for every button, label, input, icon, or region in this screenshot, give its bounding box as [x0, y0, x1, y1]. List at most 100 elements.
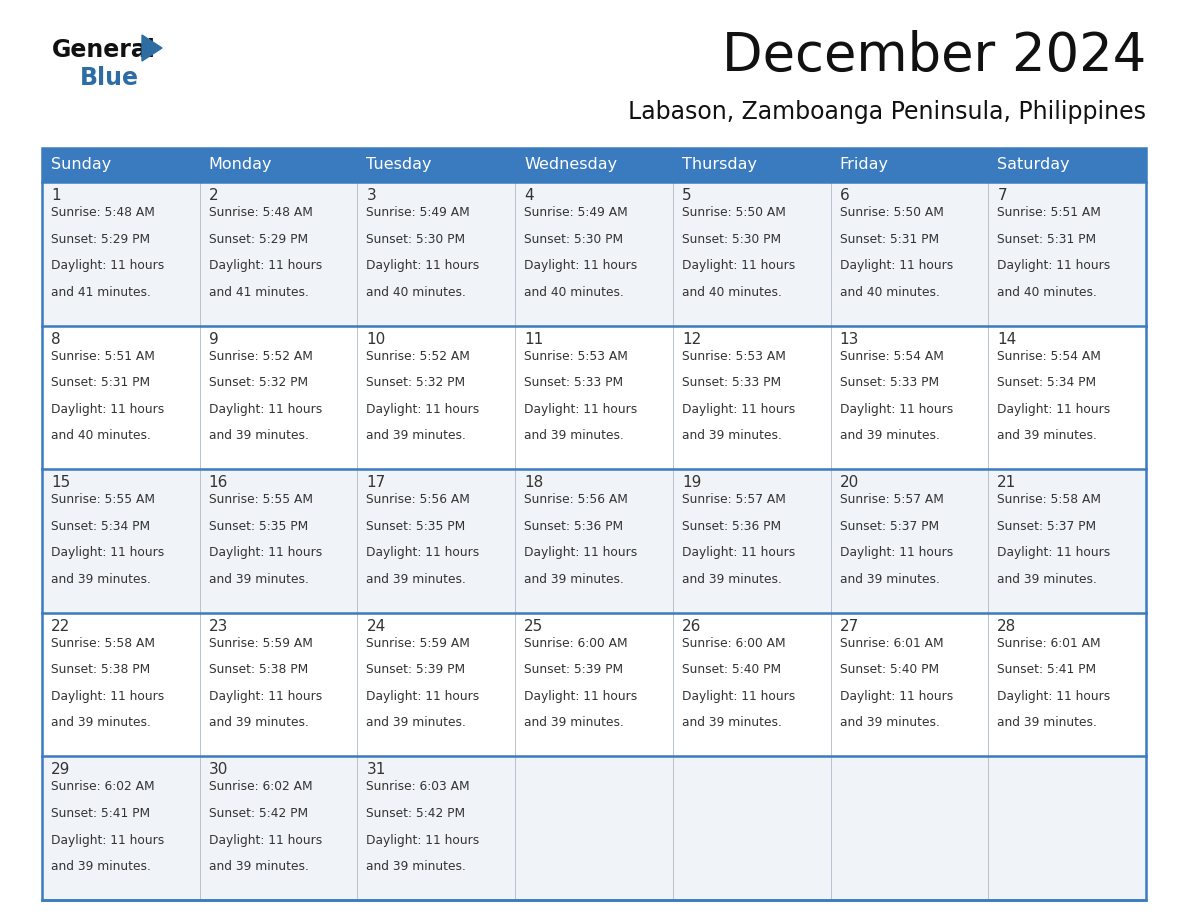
- Text: Daylight: 11 hours: Daylight: 11 hours: [366, 834, 480, 846]
- Bar: [988, 756, 1146, 900]
- Text: Daylight: 11 hours: Daylight: 11 hours: [682, 546, 795, 559]
- Text: Monday: Monday: [209, 158, 272, 173]
- Text: Blue: Blue: [80, 66, 139, 90]
- Text: 20: 20: [840, 476, 859, 490]
- Text: Daylight: 11 hours: Daylight: 11 hours: [366, 403, 480, 416]
- Text: Sunset: 5:31 PM: Sunset: 5:31 PM: [997, 232, 1097, 246]
- Bar: [358, 148, 516, 182]
- Text: Tuesday: Tuesday: [366, 158, 432, 173]
- Bar: [830, 326, 988, 469]
- Text: Sunrise: 5:56 AM: Sunrise: 5:56 AM: [366, 493, 470, 506]
- Bar: [200, 326, 358, 469]
- Text: Daylight: 11 hours: Daylight: 11 hours: [366, 546, 480, 559]
- Text: and 39 minutes.: and 39 minutes.: [209, 573, 309, 586]
- Text: 29: 29: [51, 763, 70, 778]
- Text: Thursday: Thursday: [682, 158, 757, 173]
- Text: 18: 18: [524, 476, 543, 490]
- Text: Daylight: 11 hours: Daylight: 11 hours: [209, 259, 322, 272]
- Text: and 39 minutes.: and 39 minutes.: [366, 573, 467, 586]
- Text: Daylight: 11 hours: Daylight: 11 hours: [366, 690, 480, 703]
- Text: Sunset: 5:41 PM: Sunset: 5:41 PM: [997, 664, 1097, 677]
- Bar: [516, 613, 672, 756]
- Bar: [988, 148, 1146, 182]
- Text: Sunset: 5:31 PM: Sunset: 5:31 PM: [840, 232, 939, 246]
- Text: 14: 14: [997, 331, 1017, 347]
- Text: 7: 7: [997, 188, 1007, 203]
- Text: 3: 3: [366, 188, 377, 203]
- Text: Sunrise: 6:01 AM: Sunrise: 6:01 AM: [997, 637, 1101, 650]
- Text: Sunrise: 5:54 AM: Sunrise: 5:54 AM: [997, 350, 1101, 363]
- Text: Daylight: 11 hours: Daylight: 11 hours: [51, 259, 164, 272]
- Bar: [988, 182, 1146, 326]
- Text: and 40 minutes.: and 40 minutes.: [51, 430, 151, 442]
- Text: Sunrise: 5:59 AM: Sunrise: 5:59 AM: [209, 637, 312, 650]
- Text: Sunrise: 5:51 AM: Sunrise: 5:51 AM: [997, 206, 1101, 219]
- Text: Saturday: Saturday: [997, 158, 1070, 173]
- Text: Daylight: 11 hours: Daylight: 11 hours: [997, 259, 1111, 272]
- Text: 17: 17: [366, 476, 386, 490]
- Bar: [200, 469, 358, 613]
- Text: Daylight: 11 hours: Daylight: 11 hours: [366, 259, 480, 272]
- Text: Sunset: 5:39 PM: Sunset: 5:39 PM: [366, 664, 466, 677]
- Text: 8: 8: [51, 331, 61, 347]
- Text: 26: 26: [682, 619, 701, 633]
- Text: and 39 minutes.: and 39 minutes.: [682, 573, 782, 586]
- Text: and 39 minutes.: and 39 minutes.: [524, 716, 624, 730]
- Text: and 39 minutes.: and 39 minutes.: [524, 430, 624, 442]
- Text: Daylight: 11 hours: Daylight: 11 hours: [524, 403, 638, 416]
- Text: 31: 31: [366, 763, 386, 778]
- Text: Sunset: 5:30 PM: Sunset: 5:30 PM: [682, 232, 781, 246]
- Bar: [42, 613, 200, 756]
- Text: 15: 15: [51, 476, 70, 490]
- Text: Daylight: 11 hours: Daylight: 11 hours: [840, 546, 953, 559]
- Text: and 40 minutes.: and 40 minutes.: [840, 285, 940, 298]
- Bar: [830, 756, 988, 900]
- Text: Sunset: 5:36 PM: Sunset: 5:36 PM: [682, 520, 781, 532]
- Text: Sunset: 5:42 PM: Sunset: 5:42 PM: [366, 807, 466, 820]
- Bar: [200, 182, 358, 326]
- Bar: [42, 148, 200, 182]
- Text: 6: 6: [840, 188, 849, 203]
- Text: 28: 28: [997, 619, 1017, 633]
- Text: 22: 22: [51, 619, 70, 633]
- Text: Sunset: 5:40 PM: Sunset: 5:40 PM: [840, 664, 939, 677]
- Text: and 39 minutes.: and 39 minutes.: [997, 573, 1098, 586]
- Text: Sunset: 5:35 PM: Sunset: 5:35 PM: [209, 520, 308, 532]
- Text: 30: 30: [209, 763, 228, 778]
- Text: Sunrise: 6:02 AM: Sunrise: 6:02 AM: [209, 780, 312, 793]
- Text: 23: 23: [209, 619, 228, 633]
- Text: Daylight: 11 hours: Daylight: 11 hours: [840, 403, 953, 416]
- Text: Sunset: 5:39 PM: Sunset: 5:39 PM: [524, 664, 624, 677]
- Text: and 39 minutes.: and 39 minutes.: [209, 716, 309, 730]
- Text: Sunrise: 5:53 AM: Sunrise: 5:53 AM: [524, 350, 628, 363]
- Text: Sunrise: 5:56 AM: Sunrise: 5:56 AM: [524, 493, 628, 506]
- Text: Sunrise: 5:55 AM: Sunrise: 5:55 AM: [209, 493, 312, 506]
- Text: Sunrise: 5:48 AM: Sunrise: 5:48 AM: [51, 206, 154, 219]
- Bar: [200, 148, 358, 182]
- Text: 19: 19: [682, 476, 701, 490]
- Text: Sunrise: 5:54 AM: Sunrise: 5:54 AM: [840, 350, 943, 363]
- Text: 5: 5: [682, 188, 691, 203]
- Text: and 39 minutes.: and 39 minutes.: [209, 860, 309, 873]
- Bar: [672, 148, 830, 182]
- Bar: [830, 469, 988, 613]
- Text: Daylight: 11 hours: Daylight: 11 hours: [840, 690, 953, 703]
- Text: 13: 13: [840, 331, 859, 347]
- Bar: [42, 756, 200, 900]
- Bar: [672, 182, 830, 326]
- Text: Daylight: 11 hours: Daylight: 11 hours: [840, 259, 953, 272]
- Text: 11: 11: [524, 331, 543, 347]
- Text: Daylight: 11 hours: Daylight: 11 hours: [51, 546, 164, 559]
- Text: and 39 minutes.: and 39 minutes.: [997, 716, 1098, 730]
- Text: Sunrise: 5:48 AM: Sunrise: 5:48 AM: [209, 206, 312, 219]
- Text: 16: 16: [209, 476, 228, 490]
- Text: Daylight: 11 hours: Daylight: 11 hours: [209, 834, 322, 846]
- Text: Sunrise: 6:03 AM: Sunrise: 6:03 AM: [366, 780, 470, 793]
- Text: 25: 25: [524, 619, 543, 633]
- Text: and 39 minutes.: and 39 minutes.: [366, 430, 467, 442]
- Text: 2: 2: [209, 188, 219, 203]
- Bar: [830, 182, 988, 326]
- Bar: [200, 613, 358, 756]
- Bar: [358, 326, 516, 469]
- Text: and 39 minutes.: and 39 minutes.: [524, 573, 624, 586]
